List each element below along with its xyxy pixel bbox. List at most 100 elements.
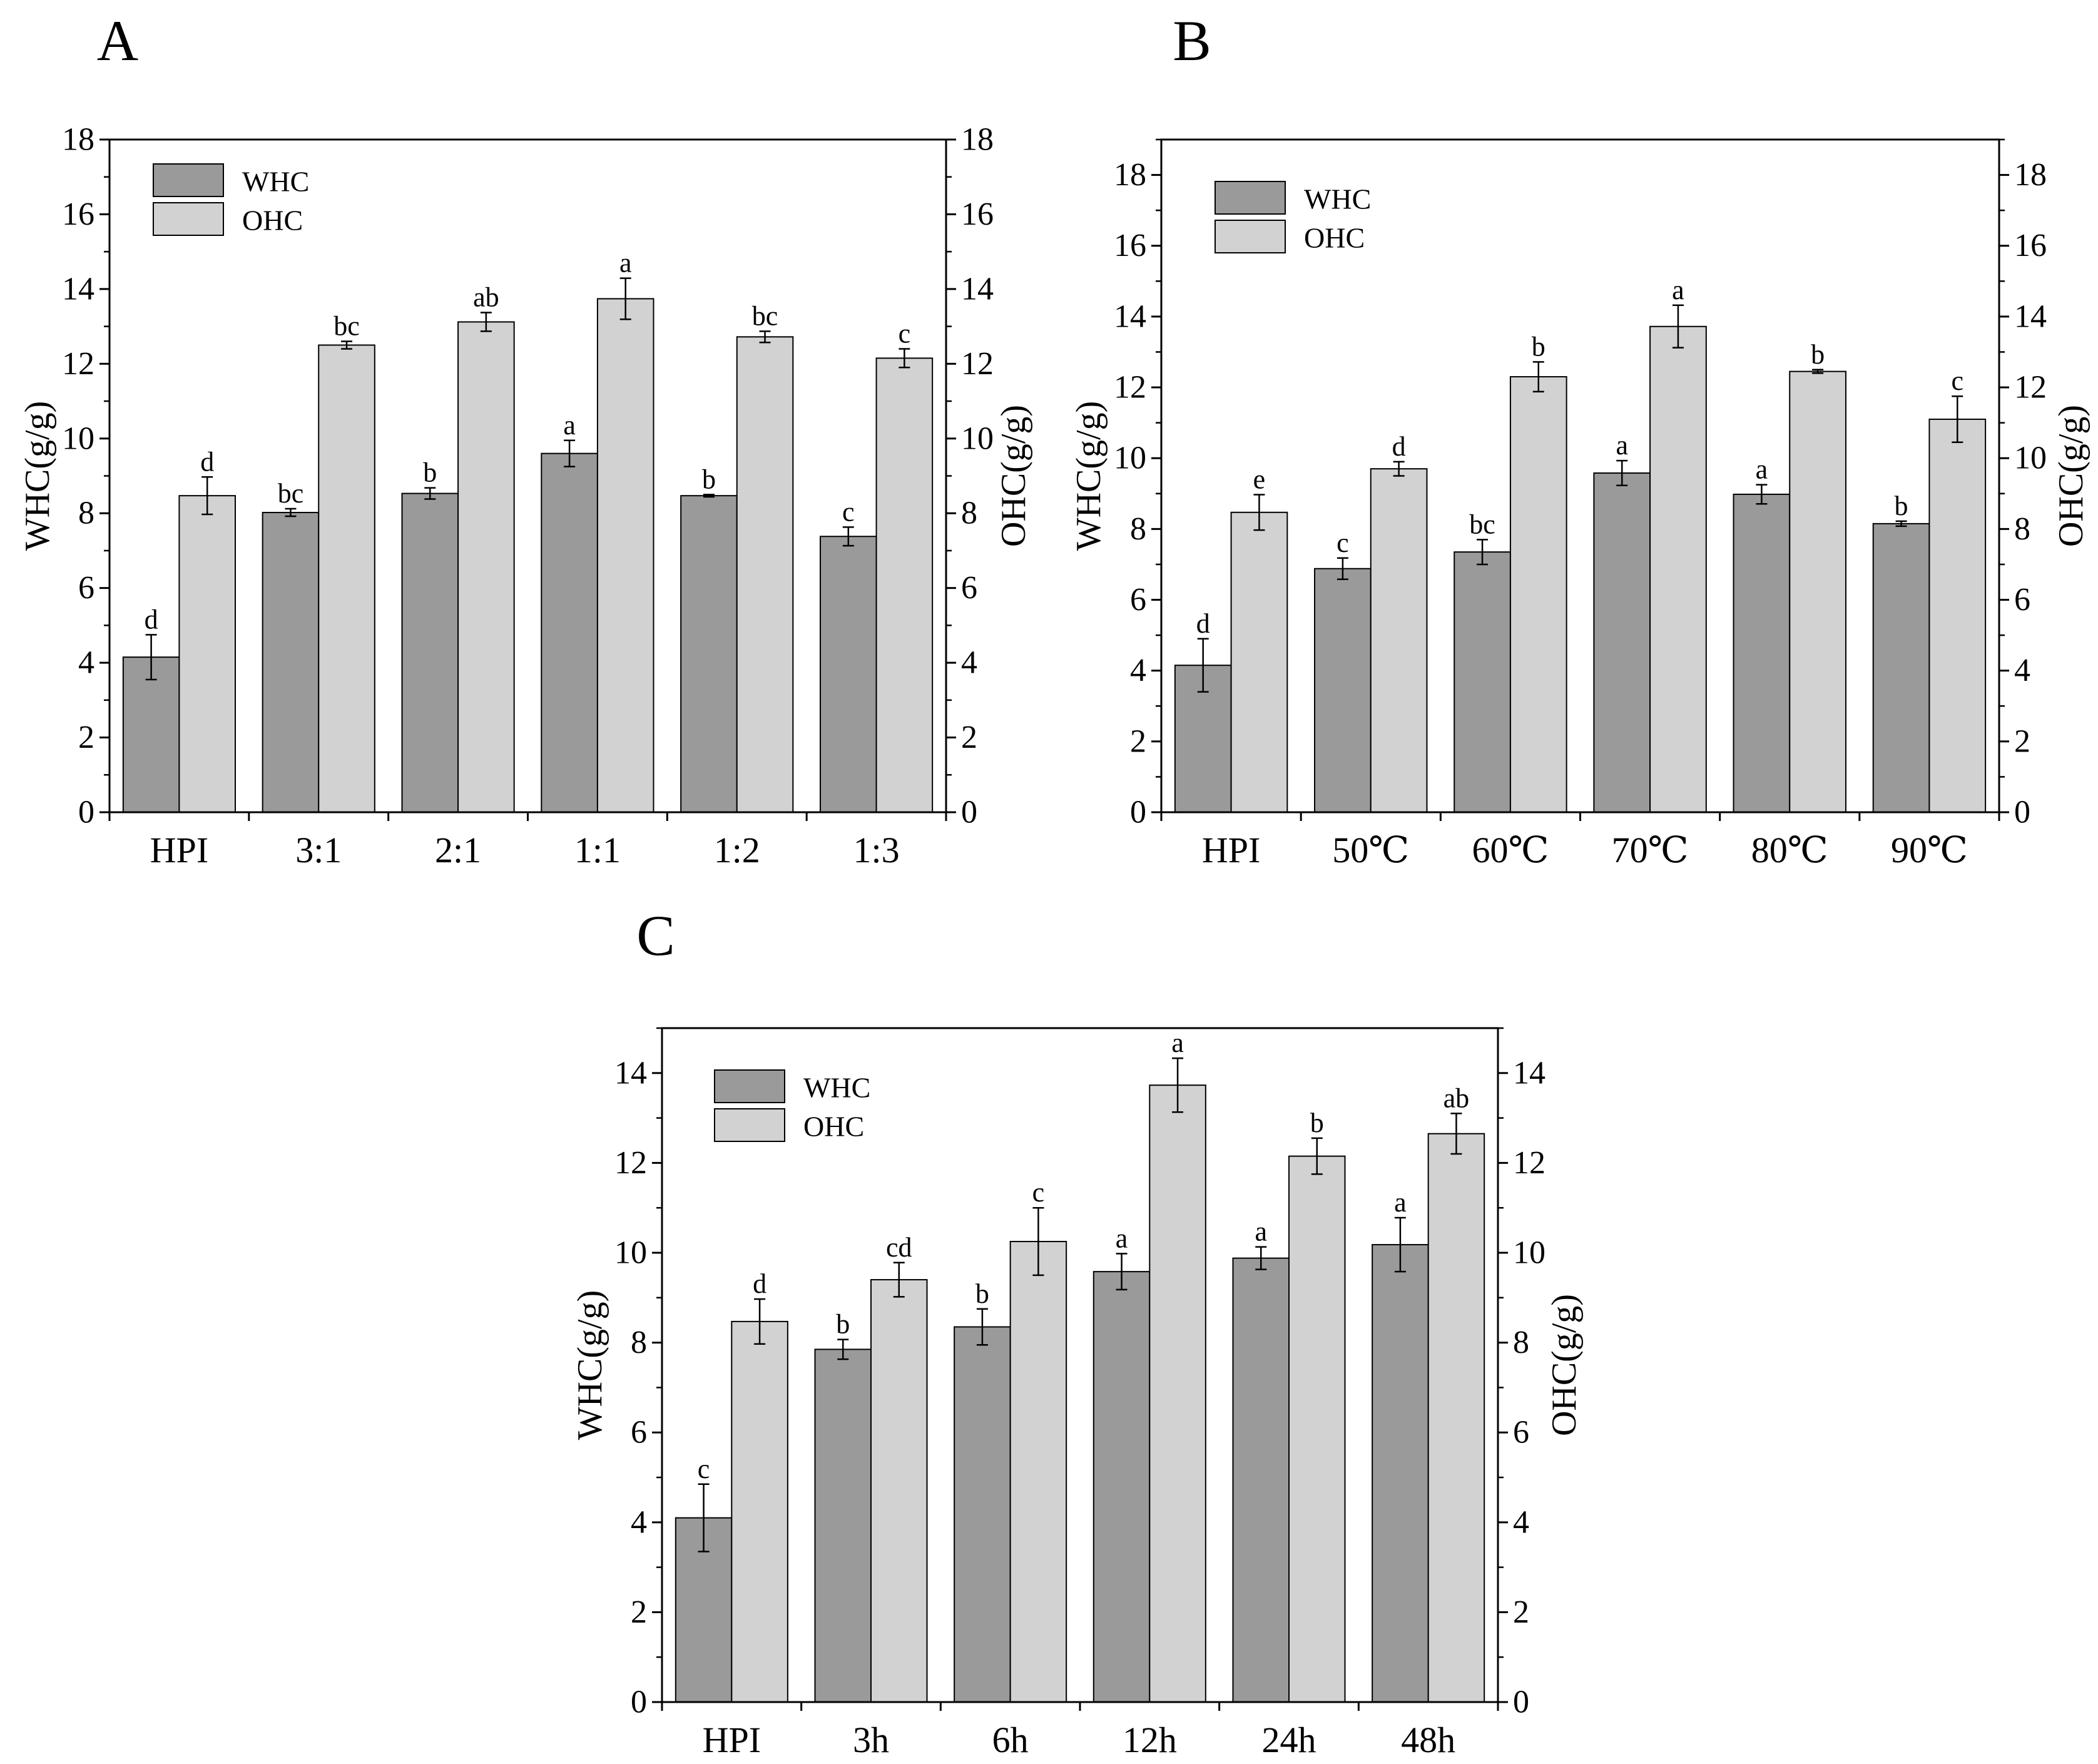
- error-bar-whc-6: [1895, 520, 1907, 528]
- y-axis-title-right: OHC(g/g): [1545, 1294, 1584, 1436]
- bar-whc-2: [262, 512, 320, 813]
- series-whc: c b b a a a: [675, 1187, 1429, 1703]
- panel-letter-b: B: [1173, 9, 1211, 73]
- sig-letter-ohc-2: bc: [334, 311, 360, 342]
- category-label-2: 50℃: [1332, 830, 1409, 870]
- tick-label-right: 2: [1513, 1594, 1529, 1630]
- tick-label-right: 4: [2014, 653, 2030, 688]
- category-label-1: HPI: [150, 830, 208, 870]
- sig-letter-whc-3: bc: [1469, 509, 1495, 539]
- sig-letter-whc-6: c: [842, 496, 855, 527]
- tick-label-left: 14: [1114, 298, 1146, 334]
- sig-letter-whc-4: a: [1116, 1223, 1128, 1253]
- error-bar-ohc-4: [619, 277, 631, 320]
- category-label-2: 3h: [853, 1720, 889, 1760]
- tick-label-right: 14: [2014, 298, 2047, 334]
- bar-whc-4: [541, 452, 598, 813]
- bar-ohc-6: [1427, 1133, 1485, 1703]
- bar-ohc-1: [1230, 511, 1288, 813]
- sig-letter-whc-6: a: [1394, 1187, 1407, 1218]
- legend-label-ohc: OHC: [1304, 222, 1365, 254]
- tick-label-right: 0: [961, 795, 977, 830]
- legend-swatch-whc: [1214, 181, 1286, 215]
- bar-ohc-6: [875, 357, 934, 813]
- tick-label-right: 6: [961, 570, 977, 606]
- tick-label-right: 6: [1513, 1415, 1529, 1450]
- error-bar-ohc-5: [1311, 1137, 1323, 1175]
- sig-letter-whc-3: b: [975, 1278, 989, 1309]
- bar-whc-4: [1092, 1271, 1151, 1703]
- category-label-5: 80℃: [1751, 830, 1828, 870]
- error-bar-ohc-4: [1672, 304, 1684, 349]
- error-bar-whc-6: [1394, 1216, 1406, 1273]
- sig-letter-whc-4: a: [1616, 430, 1628, 461]
- error-bar-whc-3: [424, 487, 436, 500]
- sig-letter-whc-1: d: [1196, 608, 1210, 639]
- bar-whc-5: [1733, 493, 1791, 813]
- bar-ohc-5: [1789, 370, 1846, 813]
- tick-label-right: 10: [2014, 441, 2047, 476]
- error-bar-ohc-3: [1032, 1206, 1044, 1277]
- legend-swatch-ohc: [714, 1108, 785, 1142]
- legend-swatch-ohc: [153, 202, 224, 236]
- tick-label-right: 16: [2014, 228, 2047, 263]
- tick-label-right: 18: [2014, 157, 2047, 193]
- tick-label-left: 18: [1114, 157, 1146, 193]
- tick-label-right: 0: [2014, 795, 2030, 830]
- tick-label-left: 6: [631, 1415, 647, 1450]
- bar-ohc-3: [457, 321, 515, 813]
- legend-swatch-whc: [153, 163, 224, 197]
- legend-swatch-ohc: [1214, 220, 1286, 253]
- tick-label-left: 2: [78, 720, 94, 755]
- tick-label-right: 8: [961, 496, 977, 531]
- sig-letter-whc-5: a: [1756, 454, 1768, 485]
- sig-letter-whc-5: a: [1255, 1216, 1267, 1247]
- tick-label-left: 2: [631, 1594, 647, 1630]
- bar-whc-6: [820, 536, 877, 813]
- bar-ohc-4: [596, 298, 654, 813]
- error-bar-ohc-6: [1450, 1113, 1462, 1155]
- sig-letter-ohc-4: a: [619, 248, 632, 278]
- legend-label-ohc: OHC: [803, 1111, 864, 1143]
- bar-whc-6: [1372, 1244, 1429, 1703]
- tick-label-right: 8: [1513, 1325, 1529, 1360]
- sig-letter-whc-3: b: [423, 457, 437, 488]
- sig-letter-ohc-5: b: [1310, 1108, 1324, 1138]
- error-bar-whc-4: [564, 439, 576, 467]
- y-ticks: 0 0 2 2 4 4 6 6 8 8 10 10 12 12 14 14: [614, 1027, 1545, 1720]
- tick-label-right: 2: [961, 720, 977, 755]
- sig-letter-whc-4: a: [563, 410, 576, 441]
- category-label-3: 6h: [992, 1720, 1029, 1760]
- tick-label-left: 10: [614, 1235, 647, 1271]
- bar-ohc-1: [731, 1320, 788, 1703]
- tick-label-left: 8: [631, 1325, 647, 1360]
- category-label-6: 1:3: [853, 830, 900, 870]
- bar-ohc-2: [1370, 468, 1428, 813]
- legend-swatch-whc: [714, 1069, 785, 1103]
- error-bar-whc-2: [285, 507, 297, 517]
- sig-letter-ohc-3: ab: [473, 282, 499, 313]
- bar-ohc-2: [318, 344, 375, 813]
- tick-label-right: 10: [1513, 1235, 1545, 1271]
- bar-whc-2: [814, 1348, 872, 1703]
- tick-label-right: 0: [1513, 1685, 1529, 1720]
- sig-letter-ohc-2: cd: [886, 1232, 912, 1263]
- error-bar-ohc-2: [893, 1262, 905, 1298]
- tick-label-right: 2: [2014, 723, 2030, 759]
- y-axis-title-left: WHC(g/g): [571, 1290, 609, 1440]
- bar-whc-1: [122, 656, 180, 813]
- error-bar-ohc-2: [341, 340, 353, 350]
- bar-ohc-1: [178, 495, 236, 813]
- tick-label-right: 12: [961, 346, 994, 382]
- category-label-5: 24h: [1262, 1720, 1316, 1760]
- x-axis: HPI 50℃ 60℃ 70℃ 80℃ 90℃: [1160, 812, 2000, 870]
- tick-label-right: 12: [2014, 370, 2047, 405]
- bar-whc-2: [1314, 568, 1372, 813]
- tick-label-left: 18: [62, 122, 94, 158]
- tick-label-right: 6: [2014, 582, 2030, 618]
